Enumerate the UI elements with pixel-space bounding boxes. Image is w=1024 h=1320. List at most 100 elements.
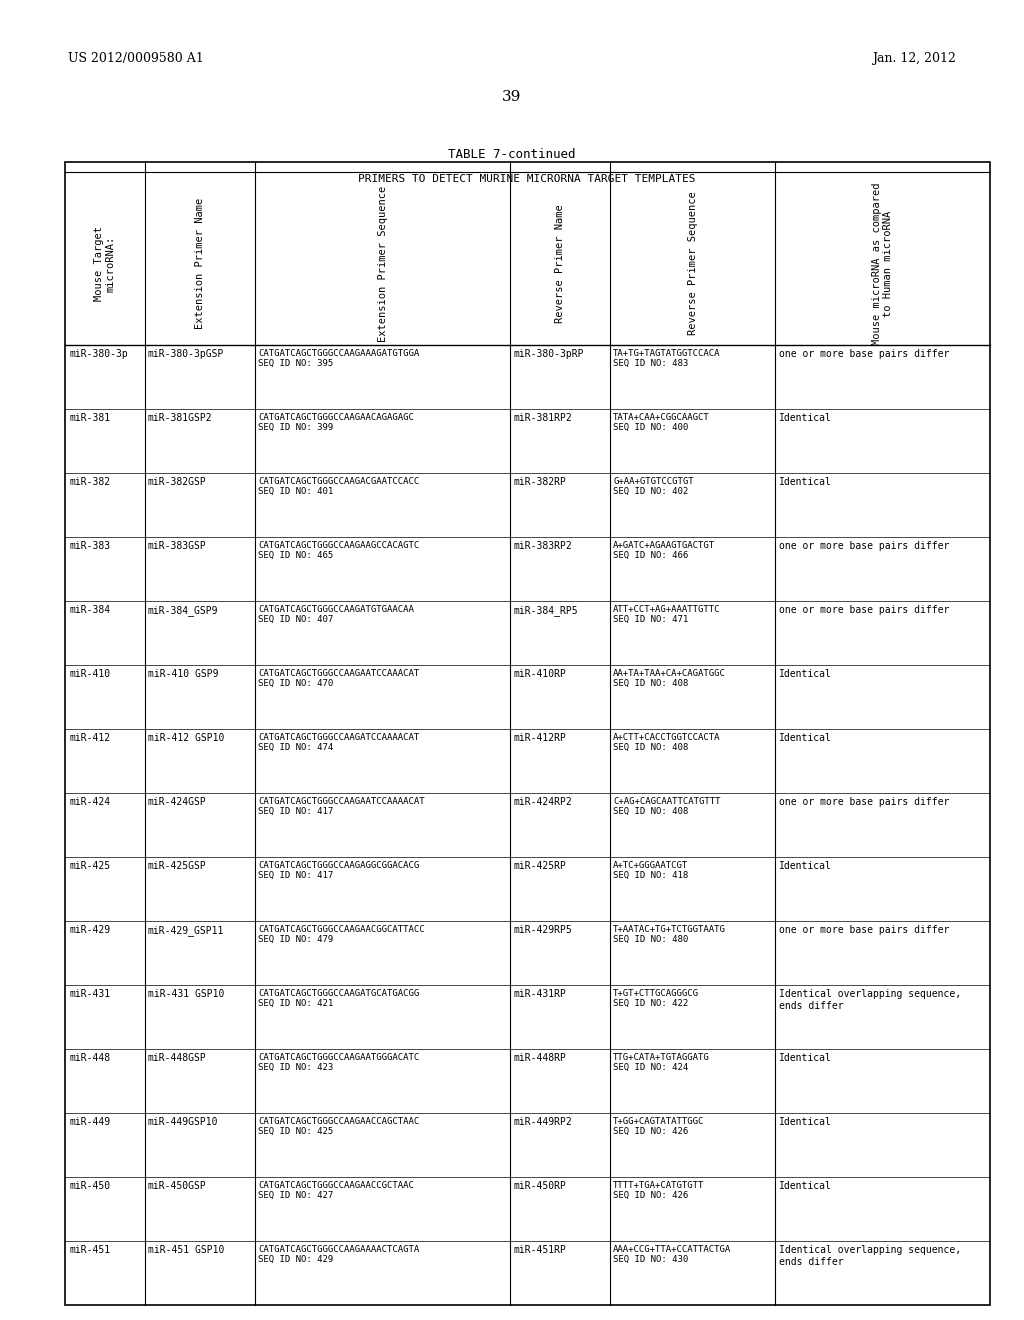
Text: TABLE 7-continued: TABLE 7-continued xyxy=(449,148,575,161)
Text: A+TC+GGGAATCGT
SEQ ID NO: 418: A+TC+GGGAATCGT SEQ ID NO: 418 xyxy=(613,861,688,880)
Text: C+AG+CAGCAATTCATGTTT
SEQ ID NO: 408: C+AG+CAGCAATTCATGTTT SEQ ID NO: 408 xyxy=(613,797,721,816)
Text: CATGATCAGCTGGGCCAAGATCCAAAACAT
SEQ ID NO: 474: CATGATCAGCTGGGCCAAGATCCAAAACAT SEQ ID NO… xyxy=(258,733,419,752)
Text: miR-383GSP: miR-383GSP xyxy=(148,541,207,550)
Text: miR-381: miR-381 xyxy=(69,413,111,422)
Text: miR-429_GSP11: miR-429_GSP11 xyxy=(148,925,224,936)
Text: miR-380-3p: miR-380-3p xyxy=(69,348,128,359)
Text: G+AA+GTGTCCGTGT
SEQ ID NO: 402: G+AA+GTGTCCGTGT SEQ ID NO: 402 xyxy=(613,477,693,496)
Text: Identical overlapping sequence,
ends differ: Identical overlapping sequence, ends dif… xyxy=(779,989,962,1011)
Text: CATGATCAGCTGGGCCAAGACGAATCCACC
SEQ ID NO: 401: CATGATCAGCTGGGCCAAGACGAATCCACC SEQ ID NO… xyxy=(258,477,419,496)
Text: miR-384_GSP9: miR-384_GSP9 xyxy=(148,605,218,616)
Text: CATGATCAGCTGGGCCAAGAAGCCACAGTC
SEQ ID NO: 465: CATGATCAGCTGGGCCAAGAAGCCACAGTC SEQ ID NO… xyxy=(258,541,419,561)
Text: 39: 39 xyxy=(503,90,521,104)
Text: miR-412RP: miR-412RP xyxy=(513,733,566,743)
Text: miR-382: miR-382 xyxy=(69,477,111,487)
Text: one or more base pairs differ: one or more base pairs differ xyxy=(779,348,949,359)
Text: CATGATCAGCTGGGCCAAGAACAGAGAGC
SEQ ID NO: 399: CATGATCAGCTGGGCCAAGAACAGAGAGC SEQ ID NO:… xyxy=(258,413,414,433)
Text: miR-381RP2: miR-381RP2 xyxy=(513,413,571,422)
Text: Mouse microRNA as compared
to Human microRNA: Mouse microRNA as compared to Human micr… xyxy=(871,182,893,345)
Text: miR-412 GSP10: miR-412 GSP10 xyxy=(148,733,224,743)
Text: TATA+CAA+CGGCAAGCT
SEQ ID NO: 400: TATA+CAA+CGGCAAGCT SEQ ID NO: 400 xyxy=(613,413,710,433)
Text: CATGATCAGCTGGGCCAAGAATCCAAAACAT
SEQ ID NO: 417: CATGATCAGCTGGGCCAAGAATCCAAAACAT SEQ ID N… xyxy=(258,797,425,816)
Text: miR-449RP2: miR-449RP2 xyxy=(513,1117,571,1127)
Text: CATGATCAGCTGGGCCAAGATGTGAACAA
SEQ ID NO: 407: CATGATCAGCTGGGCCAAGATGTGAACAA SEQ ID NO:… xyxy=(258,605,414,624)
Text: miR-383: miR-383 xyxy=(69,541,111,550)
Text: CATGATCAGCTGGGCCAAGAATGGGACATC
SEQ ID NO: 423: CATGATCAGCTGGGCCAAGAATGGGACATC SEQ ID NO… xyxy=(258,1053,419,1072)
Text: miR-384_RP5: miR-384_RP5 xyxy=(513,605,578,616)
Text: US 2012/0009580 A1: US 2012/0009580 A1 xyxy=(68,51,204,65)
Text: miR-429RP5: miR-429RP5 xyxy=(513,925,571,935)
Text: miR-451RP: miR-451RP xyxy=(513,1245,566,1255)
Text: miR-450: miR-450 xyxy=(69,1181,111,1191)
Text: Extension Primer Sequence: Extension Primer Sequence xyxy=(378,185,387,342)
Text: CATGATCAGCTGGGCCAAGAAAGATGTGGA
SEQ ID NO: 395: CATGATCAGCTGGGCCAAGAAAGATGTGGA SEQ ID NO… xyxy=(258,348,419,368)
Text: Reverse Primer Name: Reverse Primer Name xyxy=(555,205,565,323)
Text: ATT+CCT+AG+AAATTGTTC
SEQ ID NO: 471: ATT+CCT+AG+AAATTGTTC SEQ ID NO: 471 xyxy=(613,605,721,624)
Text: miR-425: miR-425 xyxy=(69,861,111,871)
Text: miR-380-3pRP: miR-380-3pRP xyxy=(513,348,584,359)
Text: miR-431RP: miR-431RP xyxy=(513,989,566,999)
Text: one or more base pairs differ: one or more base pairs differ xyxy=(779,541,949,550)
Text: miR-450GSP: miR-450GSP xyxy=(148,1181,207,1191)
Text: TTG+CATA+TGTAGGATG
SEQ ID NO: 424: TTG+CATA+TGTAGGATG SEQ ID NO: 424 xyxy=(613,1053,710,1072)
Text: one or more base pairs differ: one or more base pairs differ xyxy=(779,605,949,615)
Text: miR-431: miR-431 xyxy=(69,989,111,999)
Text: Identical: Identical xyxy=(779,1053,831,1063)
Text: one or more base pairs differ: one or more base pairs differ xyxy=(779,797,949,807)
Text: CATGATCAGCTGGGCCAAGAACCAGCTAAC
SEQ ID NO: 425: CATGATCAGCTGGGCCAAGAACCAGCTAAC SEQ ID NO… xyxy=(258,1117,419,1137)
Text: TTTT+TGA+CATGTGTT
SEQ ID NO: 426: TTTT+TGA+CATGTGTT SEQ ID NO: 426 xyxy=(613,1181,705,1200)
Text: Extension Primer Name: Extension Primer Name xyxy=(195,198,205,329)
Text: AA+TA+TAA+CA+CAGATGGC
SEQ ID NO: 408: AA+TA+TAA+CA+CAGATGGC SEQ ID NO: 408 xyxy=(613,669,726,689)
Text: miR-448GSP: miR-448GSP xyxy=(148,1053,207,1063)
Text: miR-381GSP2: miR-381GSP2 xyxy=(148,413,213,422)
Text: T+AATAC+TG+TCTGGTAATG
SEQ ID NO: 480: T+AATAC+TG+TCTGGTAATG SEQ ID NO: 480 xyxy=(613,925,726,944)
Text: miR-383RP2: miR-383RP2 xyxy=(513,541,571,550)
Text: Identical: Identical xyxy=(779,477,831,487)
Text: miR-449GSP10: miR-449GSP10 xyxy=(148,1117,218,1127)
Text: miR-424: miR-424 xyxy=(69,797,111,807)
Text: Mouse Target
microRNA:: Mouse Target microRNA: xyxy=(94,226,116,301)
Text: Identical: Identical xyxy=(779,413,831,422)
Text: Reverse Primer Sequence: Reverse Primer Sequence xyxy=(687,191,697,335)
Text: miR-382RP: miR-382RP xyxy=(513,477,566,487)
Text: TA+TG+TAGTATGGTCCACA
SEQ ID NO: 483: TA+TG+TAGTATGGTCCACA SEQ ID NO: 483 xyxy=(613,348,721,368)
Text: Identical: Identical xyxy=(779,1181,831,1191)
Text: miR-451: miR-451 xyxy=(69,1245,111,1255)
Text: CATGATCAGCTGGGCCAAGAGGCGGACACG
SEQ ID NO: 417: CATGATCAGCTGGGCCAAGAGGCGGACACG SEQ ID NO… xyxy=(258,861,419,880)
Text: Identical: Identical xyxy=(779,733,831,743)
Text: Jan. 12, 2012: Jan. 12, 2012 xyxy=(872,51,956,65)
Text: miR-449: miR-449 xyxy=(69,1117,111,1127)
Text: T+GG+CAGTATATTGGC
SEQ ID NO: 426: T+GG+CAGTATATTGGC SEQ ID NO: 426 xyxy=(613,1117,705,1137)
Text: PRIMERS TO DETECT MURINE MICRORNA TARGET TEMPLATES: PRIMERS TO DETECT MURINE MICRORNA TARGET… xyxy=(358,174,695,183)
Text: miR-380-3pGSP: miR-380-3pGSP xyxy=(148,348,224,359)
Text: miR-429: miR-429 xyxy=(69,925,111,935)
Text: miR-424GSP: miR-424GSP xyxy=(148,797,207,807)
Text: CATGATCAGCTGGGCCAAGAAAACTCAGTA
SEQ ID NO: 429: CATGATCAGCTGGGCCAAGAAAACTCAGTA SEQ ID NO… xyxy=(258,1245,419,1265)
Text: AAA+CCG+TTA+CCATTACTGA
SEQ ID NO: 430: AAA+CCG+TTA+CCATTACTGA SEQ ID NO: 430 xyxy=(613,1245,731,1265)
Text: CATGATCAGCTGGGCCAAGAACCGCTAAC
SEQ ID NO: 427: CATGATCAGCTGGGCCAAGAACCGCTAAC SEQ ID NO:… xyxy=(258,1181,414,1200)
Bar xyxy=(65,162,990,1305)
Text: miR-448: miR-448 xyxy=(69,1053,111,1063)
Text: miR-450RP: miR-450RP xyxy=(513,1181,566,1191)
Text: Identical overlapping sequence,
ends differ: Identical overlapping sequence, ends dif… xyxy=(779,1245,962,1267)
Text: one or more base pairs differ: one or more base pairs differ xyxy=(779,925,949,935)
Text: miR-425RP: miR-425RP xyxy=(513,861,566,871)
Text: T+GT+CTTGCAGGGCG
SEQ ID NO: 422: T+GT+CTTGCAGGGCG SEQ ID NO: 422 xyxy=(613,989,699,1008)
Text: CATGATCAGCTGGGCCAAGAATCCAAACAT
SEQ ID NO: 470: CATGATCAGCTGGGCCAAGAATCCAAACAT SEQ ID NO… xyxy=(258,669,419,689)
Text: miR-410: miR-410 xyxy=(69,669,111,678)
Text: miR-448RP: miR-448RP xyxy=(513,1053,566,1063)
Text: miR-431 GSP10: miR-431 GSP10 xyxy=(148,989,224,999)
Text: miR-412: miR-412 xyxy=(69,733,111,743)
Text: miR-382GSP: miR-382GSP xyxy=(148,477,207,487)
Text: miR-384: miR-384 xyxy=(69,605,111,615)
Text: Identical: Identical xyxy=(779,861,831,871)
Text: miR-425GSP: miR-425GSP xyxy=(148,861,207,871)
Text: miR-424RP2: miR-424RP2 xyxy=(513,797,571,807)
Text: A+GATC+AGAAGTGACTGT
SEQ ID NO: 466: A+GATC+AGAAGTGACTGT SEQ ID NO: 466 xyxy=(613,541,715,561)
Text: miR-410RP: miR-410RP xyxy=(513,669,566,678)
Text: Identical: Identical xyxy=(779,669,831,678)
Text: miR-451 GSP10: miR-451 GSP10 xyxy=(148,1245,224,1255)
Text: miR-410 GSP9: miR-410 GSP9 xyxy=(148,669,218,678)
Text: CATGATCAGCTGGGCCAAGATGCATGACGG
SEQ ID NO: 421: CATGATCAGCTGGGCCAAGATGCATGACGG SEQ ID NO… xyxy=(258,989,419,1008)
Text: A+CTT+CACCTGGTCCACTA
SEQ ID NO: 408: A+CTT+CACCTGGTCCACTA SEQ ID NO: 408 xyxy=(613,733,721,752)
